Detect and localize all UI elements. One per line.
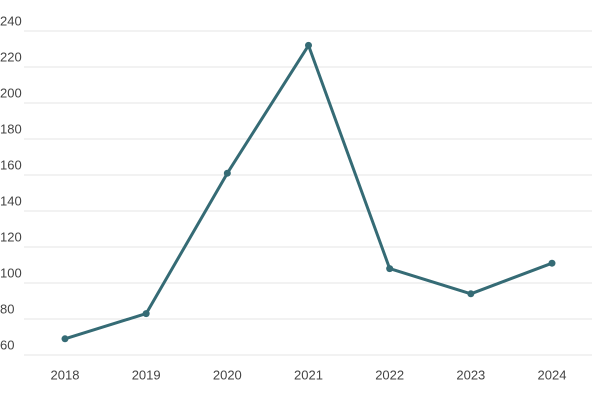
x-tick-label: 2020 <box>213 367 242 382</box>
point <box>305 41 312 49</box>
y-tick-label: 200 <box>0 85 22 100</box>
x-tick-label: 2019 <box>132 367 161 382</box>
y-tick-label: 120 <box>0 229 22 244</box>
point <box>548 259 556 267</box>
y-tick-label: 140 <box>0 193 22 208</box>
y-tick-label: 220 <box>0 49 22 64</box>
y-tick-label: 100 <box>0 265 22 280</box>
line <box>64 43 553 341</box>
y-tick-label: 180 <box>0 121 22 136</box>
point <box>467 290 475 298</box>
x-tick-label: 2018 <box>51 367 80 382</box>
x-tick-label: 2022 <box>375 367 404 382</box>
point <box>61 335 69 343</box>
point <box>142 310 150 318</box>
y-tick-label: 240 <box>0 13 22 28</box>
y-tick-label: 160 <box>0 157 22 172</box>
point <box>223 169 231 177</box>
y-tick-label: 80 <box>0 301 14 316</box>
x-tick-label: 2023 <box>456 367 485 382</box>
y-tick-label: 60 <box>0 337 14 352</box>
x-tick-label: 2021 <box>294 367 323 382</box>
x-tick-label: 2024 <box>538 367 567 382</box>
point <box>386 265 394 273</box>
